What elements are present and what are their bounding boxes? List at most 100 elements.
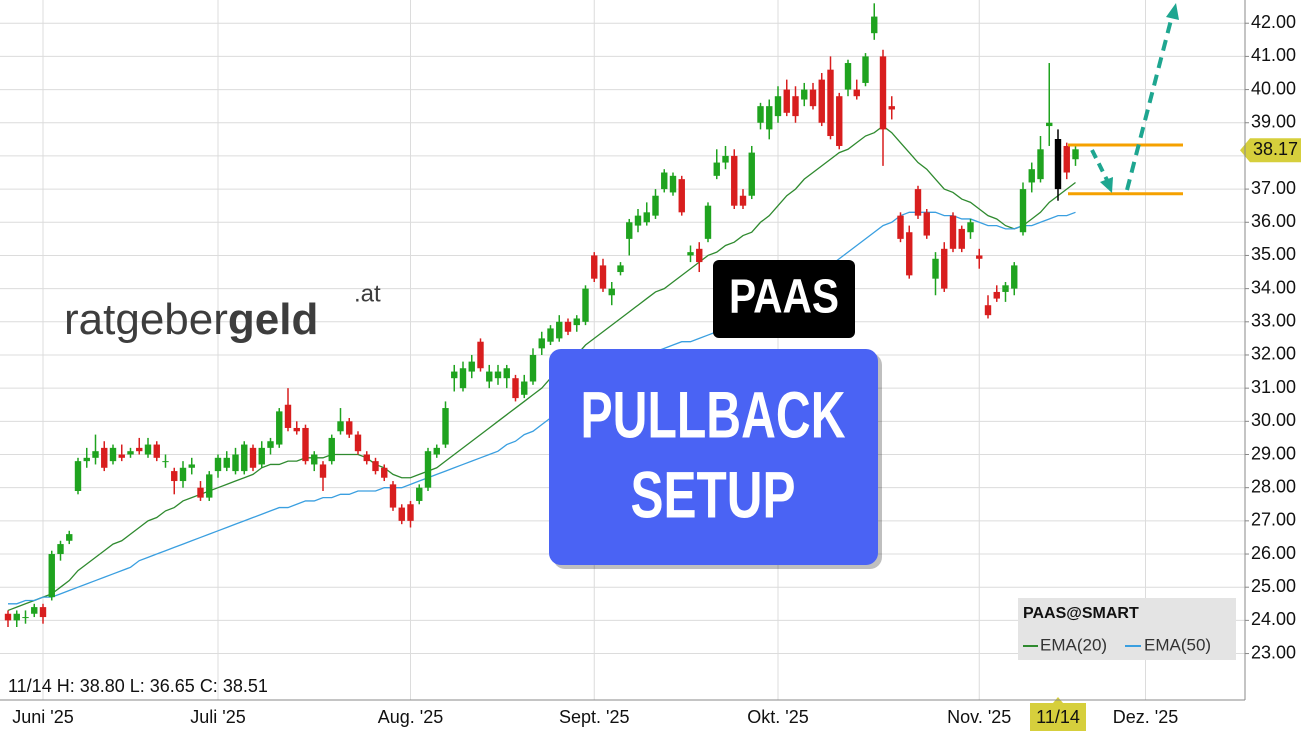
y-tick-label: 24.00 <box>1251 609 1296 629</box>
candle-body <box>984 305 992 316</box>
candle-body <box>914 189 922 216</box>
candle-body <box>538 338 545 349</box>
candle-body <box>564 321 572 332</box>
candle-body <box>906 232 913 276</box>
y-tick-label: 34.00 <box>1251 277 1296 297</box>
candle-body <box>127 451 134 455</box>
candle-body <box>477 341 484 369</box>
candle-body <box>276 411 283 445</box>
candle-body <box>1037 149 1044 180</box>
x-tick-label: Sept. '25 <box>559 707 630 727</box>
y-tick-label: 33.00 <box>1251 311 1296 331</box>
candle-body <box>993 291 1000 299</box>
candle-body <box>372 461 379 472</box>
arrow-head <box>1100 177 1113 193</box>
y-tick-label: 41.00 <box>1251 45 1296 65</box>
candle-body <box>836 96 843 146</box>
y-tick-label: 30.00 <box>1251 410 1296 430</box>
cursor-label-box <box>1030 703 1086 731</box>
candle-body <box>48 554 55 598</box>
candle-body <box>74 461 82 491</box>
candle-body <box>101 447 108 468</box>
candle-body <box>871 16 878 34</box>
candle-body <box>678 179 685 213</box>
candle-body <box>599 265 607 289</box>
candle-body <box>748 152 755 196</box>
candle-body <box>136 447 143 452</box>
candle-body <box>766 106 773 130</box>
x-tick-label: Okt. '25 <box>747 707 808 727</box>
candle-body <box>801 89 808 100</box>
candle-body <box>241 444 248 472</box>
candle-body <box>608 288 615 296</box>
candle-body <box>258 447 265 465</box>
candle-body <box>897 215 904 239</box>
candle-body <box>416 487 423 501</box>
candle-body <box>731 155 738 206</box>
x-tick-label: Nov. '25 <box>947 707 1011 727</box>
candle-body <box>879 56 887 130</box>
candle-body <box>547 328 554 342</box>
candle-body <box>381 467 388 478</box>
candle-body <box>311 454 318 465</box>
candle-body <box>486 371 493 382</box>
legend-label: EMA(50) <box>1144 635 1211 654</box>
axes: 23.00 24.00 25.00 26.00 27.00 28.00 29.00 30.00… <box>12 12 1301 731</box>
y-tick-label: 27.00 <box>1251 510 1296 530</box>
candle-body <box>512 378 519 399</box>
y-tick-label: 36.00 <box>1251 211 1296 231</box>
candle-body <box>171 471 178 482</box>
candle-body <box>652 195 659 216</box>
candle-body <box>162 461 169 463</box>
candle-body <box>433 447 440 455</box>
candle-body <box>722 155 729 163</box>
arrow-line <box>1125 19 1173 191</box>
plot-area <box>0 0 1245 700</box>
legend-title: PAAS@SMART <box>1023 605 1139 622</box>
candle-body <box>503 368 510 379</box>
candle-body <box>389 484 397 508</box>
candle-body <box>179 467 187 482</box>
candle-body <box>153 444 160 458</box>
candle-body <box>302 427 309 462</box>
candle-body <box>792 96 799 117</box>
candle-body <box>757 106 764 123</box>
candle-body <box>941 248 948 289</box>
candle-body <box>949 215 957 249</box>
y-tick-label: 40.00 <box>1251 78 1296 98</box>
candle-body <box>617 265 624 273</box>
candle-body <box>494 371 502 379</box>
y-tick-label: 28.00 <box>1251 476 1296 496</box>
candle-body <box>118 454 125 458</box>
candle-body <box>206 474 213 498</box>
candle-body <box>442 408 449 445</box>
candle-body <box>249 447 257 468</box>
candle-body <box>57 544 64 555</box>
candle-body <box>39 607 47 618</box>
candle-body <box>591 255 598 279</box>
candle-body <box>923 212 930 236</box>
candle-body <box>1019 189 1027 233</box>
candle-body <box>109 447 117 462</box>
candle-body <box>83 457 90 462</box>
candle-body <box>958 228 965 249</box>
y-tick-label: 23.00 <box>1251 642 1296 662</box>
candle-body <box>197 487 204 498</box>
candle-body <box>687 252 694 256</box>
x-tick-label: Aug. '25 <box>378 707 444 727</box>
last-price-label: 38.17 <box>1253 139 1298 159</box>
candle-body <box>407 504 414 521</box>
candle-body <box>862 56 869 83</box>
candle-body <box>346 421 353 435</box>
candle-body <box>1054 139 1062 190</box>
candle-body <box>293 427 300 432</box>
candle-body <box>529 354 537 382</box>
headline-line: SETUP <box>631 457 796 531</box>
x-tick-label: Juli '25 <box>190 707 245 727</box>
y-tick-label: 39.00 <box>1251 111 1296 131</box>
candle-body <box>669 175 677 193</box>
headline-box <box>549 349 878 565</box>
candle-body <box>932 258 939 279</box>
